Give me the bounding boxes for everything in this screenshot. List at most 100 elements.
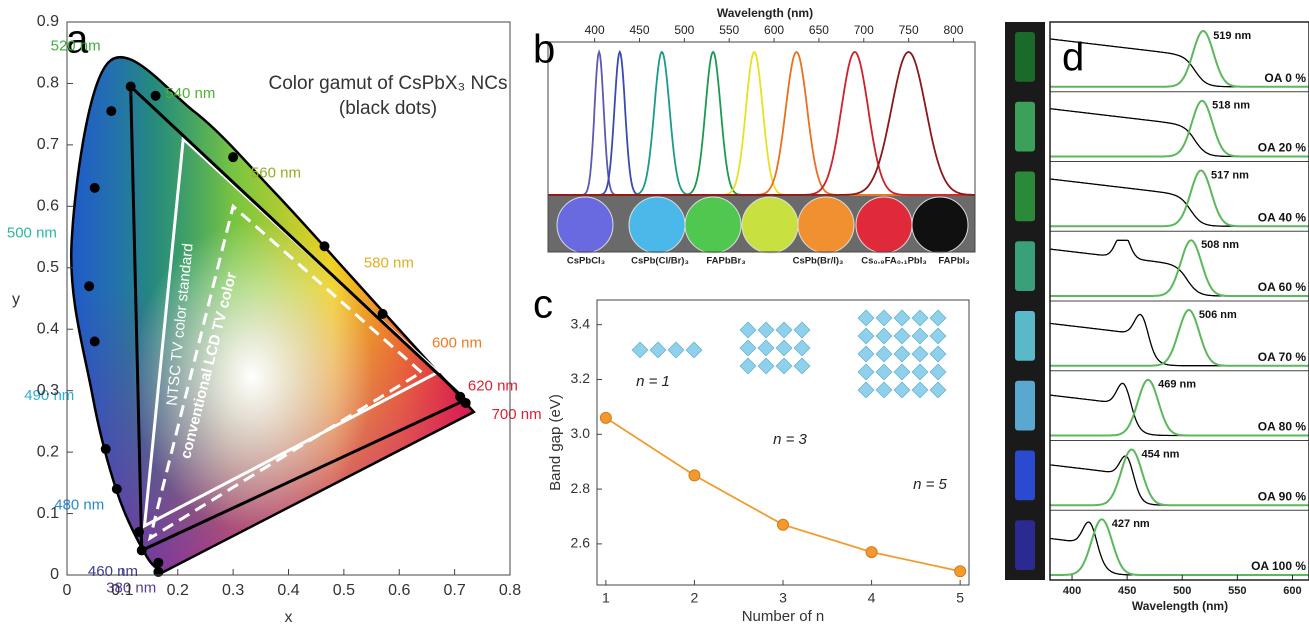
row-label: OA 100 %	[1251, 559, 1306, 573]
crystal-octahedron	[857, 345, 875, 363]
wavelength-label: 600 nm	[432, 334, 482, 351]
crystal-octahedron	[757, 357, 775, 375]
sample-label: FAPbBr₃	[706, 256, 745, 267]
x-tick-label: 750	[899, 23, 919, 37]
peak-label: 518 nm	[1212, 100, 1250, 112]
crystal-octahedron	[793, 357, 811, 375]
crystal-octahedron	[893, 309, 911, 327]
x-tick-label: 500	[674, 23, 694, 37]
crystal-octahedron	[857, 309, 875, 327]
nc-point	[153, 557, 164, 568]
nc-point	[100, 444, 111, 455]
nc-point	[89, 336, 100, 347]
x-axis-label: x	[285, 609, 293, 626]
emission-curve	[548, 49, 975, 196]
vial	[628, 196, 686, 254]
row-label: OA 90 %	[1258, 489, 1307, 503]
panel-letter: c	[533, 283, 553, 327]
vial-photo	[1015, 101, 1035, 152]
x-tick-label: 600	[764, 23, 784, 37]
x-tick-label: 550	[1228, 585, 1246, 597]
wavelength-label: 480 nm	[54, 497, 104, 514]
x-tick-label: 0.5	[333, 582, 355, 599]
nc-point	[106, 106, 117, 117]
y-axis-label: Band gap (eV)	[547, 394, 564, 491]
emission-curve	[548, 51, 975, 196]
gamut-triangle	[129, 82, 469, 553]
data-point	[865, 546, 878, 559]
vial	[741, 196, 799, 254]
panel-letter: a	[66, 18, 89, 62]
x-tick-label: 450	[1118, 585, 1136, 597]
x-tick-label: 0.1	[111, 582, 133, 599]
y-tick-label: 0.1	[37, 505, 59, 522]
crystal-octahedron	[911, 381, 929, 399]
nc-point	[377, 308, 388, 319]
sample-label: FAPbI₃	[938, 256, 969, 267]
crystal-octahedron	[857, 381, 875, 399]
peak-label: 469 nm	[1158, 379, 1196, 391]
x-tick-label: 450	[629, 23, 649, 37]
nc-point	[84, 281, 95, 292]
data-point	[777, 518, 789, 531]
x-tick-label: 2	[691, 590, 699, 606]
x-tick-label: 550	[719, 23, 739, 37]
y-tick-label: 0.6	[37, 198, 59, 215]
x-tick-label: 0.3	[222, 582, 244, 599]
x-tick-label: 0	[63, 582, 72, 599]
wavelength-label: 490 nm	[24, 387, 74, 404]
nc-point	[228, 152, 239, 163]
peak-label: 454 nm	[1142, 448, 1180, 460]
sample-label: CsPbCl₃	[567, 256, 605, 267]
crystal-octahedron	[875, 327, 893, 345]
x-tick-label: 5	[956, 590, 964, 606]
data-point	[954, 565, 967, 578]
x-tick-label: 3	[779, 590, 787, 606]
vial	[911, 196, 969, 254]
annotation: n = 3	[773, 431, 807, 448]
row-label: OA 40 %	[1258, 210, 1307, 224]
emission-curve	[548, 50, 975, 196]
vial	[556, 196, 614, 254]
nc-point	[125, 81, 136, 92]
nc-point	[150, 90, 161, 101]
wavelength-label: 540 nm	[165, 85, 215, 102]
crystal-octahedron	[667, 341, 685, 359]
nc-point	[460, 397, 471, 408]
data-point	[688, 469, 701, 482]
peak-label: 427 nm	[1112, 518, 1150, 530]
data-point	[599, 411, 612, 424]
crystal-octahedron	[793, 339, 811, 357]
crystal-octahedron	[757, 339, 775, 357]
crystal-octahedron	[875, 381, 893, 399]
crystal-octahedron	[793, 321, 811, 339]
y-tick-label: 0.5	[37, 259, 59, 276]
x-axis-label: Wavelength (nm)	[1132, 599, 1228, 613]
y-tick-label: 3.0	[571, 425, 591, 441]
nc-point	[319, 241, 330, 252]
nc-point	[153, 566, 164, 577]
annotation: n = 1	[636, 373, 670, 390]
y-tick-label: 2.8	[571, 480, 591, 496]
x-tick-label: 800	[943, 23, 963, 37]
nc-point	[133, 526, 144, 537]
crystal-octahedron	[929, 363, 947, 381]
vial-photo	[1015, 32, 1035, 82]
crystal-octahedron	[911, 363, 929, 381]
panel-letter: d	[1062, 36, 1084, 80]
row-label: OA 70 %	[1258, 350, 1307, 364]
crystal-octahedron	[631, 341, 649, 359]
vial-photo	[1015, 171, 1035, 222]
vial-photo	[1015, 450, 1035, 501]
y-tick-label: 0.4	[37, 320, 59, 337]
x-tick-label: 0.6	[388, 582, 410, 599]
crystal-octahedron	[875, 309, 893, 327]
x-tick-label: 600	[1283, 585, 1301, 597]
sample-label: CsPb(Cl/Br)₃	[631, 256, 689, 267]
pl-curve	[1050, 169, 1309, 228]
annotation: n = 5	[913, 476, 947, 493]
crystal-octahedron	[929, 345, 947, 363]
row-label: OA 80 %	[1258, 420, 1307, 434]
crystal-octahedron	[739, 339, 757, 357]
vial	[684, 196, 742, 254]
